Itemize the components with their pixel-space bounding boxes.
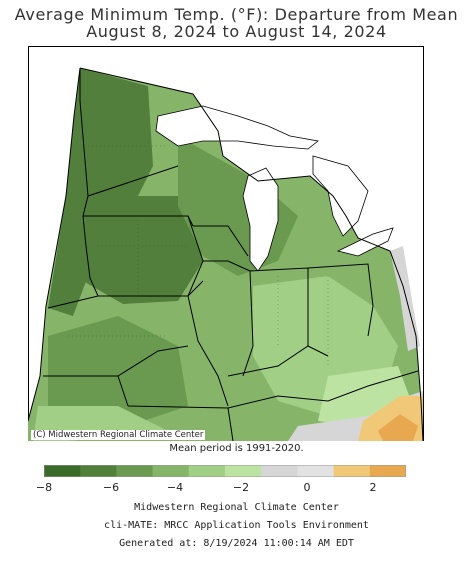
legend-swatch bbox=[297, 465, 335, 477]
region-outline bbox=[28, 67, 424, 441]
legend-label-0: 0 bbox=[303, 481, 311, 494]
map-copyright: (C) Midwestern Regional Climate Center bbox=[31, 430, 206, 440]
climate-division-lines bbox=[68, 145, 329, 366]
lake-michigan bbox=[242, 167, 279, 272]
legend-swatch bbox=[152, 465, 190, 477]
legend-swatch bbox=[80, 465, 117, 477]
footer-generated-time: Generated at: 8/19/2024 11:00:14 AM EDT bbox=[119, 538, 354, 549]
footer-organization: Midwestern Regional Climate Center bbox=[134, 502, 339, 513]
dark-zone-iowa bbox=[83, 196, 203, 304]
legend-swatch bbox=[261, 465, 298, 477]
map-date-range: August 8, 2024 to August 14, 2024 bbox=[86, 22, 387, 41]
legend-swatch bbox=[116, 465, 154, 477]
mean-period-note: Mean period is 1991-2020. bbox=[169, 443, 304, 454]
legend-label-minus-8: −8 bbox=[35, 481, 53, 494]
lake-superior bbox=[155, 105, 319, 150]
map-title: Average Minimum Temp. (°F): Departure fr… bbox=[14, 5, 459, 24]
lake-huron bbox=[312, 155, 369, 237]
temperature-departure-map bbox=[28, 46, 424, 441]
state-boundaries bbox=[43, 68, 419, 441]
legend-swatch bbox=[44, 465, 81, 477]
lake-erie bbox=[336, 227, 394, 257]
legend-label-minus-6: −6 bbox=[102, 481, 120, 494]
legend-swatch bbox=[188, 465, 226, 477]
legend-swatch bbox=[225, 465, 262, 477]
legend-label-minus-2: −2 bbox=[232, 481, 250, 494]
legend-swatch bbox=[333, 465, 371, 477]
medium-zone-south bbox=[48, 316, 188, 426]
warmest-departure-zone bbox=[378, 414, 418, 441]
legend-label-minus-4: −4 bbox=[166, 481, 184, 494]
legend-label-2: 2 bbox=[369, 481, 377, 494]
color-legend bbox=[44, 465, 406, 477]
legend-swatch bbox=[369, 465, 406, 477]
footer-application: cli-MATE: MRCC Application Tools Environ… bbox=[104, 520, 369, 531]
